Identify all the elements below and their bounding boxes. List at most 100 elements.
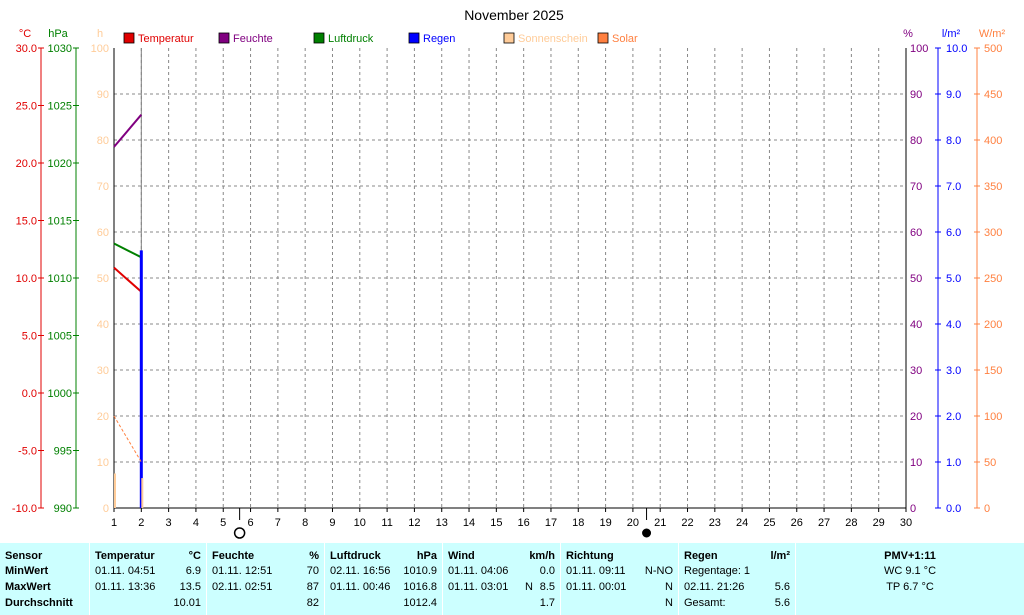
pressure-tick-label: 1020 <box>48 158 72 170</box>
chart-title: November 2025 <box>464 7 564 23</box>
x-tick-label: 22 <box>681 517 693 529</box>
col-regen: Regen l/m² Regentage: 1 02.11. 21:26 5.6 G… <box>678 543 795 615</box>
temperatur-min-time: 01.11. 04:51 <box>95 565 156 577</box>
temperatur-min-value: 6.9 <box>185 565 201 577</box>
solar-tick-label: 150 <box>984 365 1002 377</box>
rain-tick-label: 4.0 <box>946 319 961 331</box>
pressure-tick-label: 1005 <box>48 331 72 343</box>
regen-regentage: Regentage: 1 <box>684 565 751 577</box>
pmv-windchill: WC 9.1 °C <box>883 565 937 577</box>
col-luftdruck: Luftdruck hPa 02.11. 16:56 1010.9 01.11. 0… <box>324 543 442 615</box>
feuchte-max-time: 02.11. 02:51 <box>212 581 273 593</box>
solar-tick-label: 100 <box>984 411 1002 423</box>
solar-tick-label: 50 <box>984 457 996 469</box>
wind-min-value: 0.0 <box>539 565 555 577</box>
x-tick-label: 21 <box>654 517 666 529</box>
richtung-header: Richtung <box>566 550 614 562</box>
temperatur-max-value: 13.5 <box>179 581 201 593</box>
x-tick-label: 23 <box>709 517 721 529</box>
col-wind: Wind km/h 01.11. 04:06 0.0 01.11. 03:01 N 8.… <box>442 543 560 615</box>
regen-header: Regen <box>684 550 718 562</box>
sun-tick-label: 90 <box>97 89 109 101</box>
legend-swatch <box>503 32 515 44</box>
solar-tick-label: 200 <box>984 319 1002 331</box>
luftdruck-header: Luftdruck <box>330 550 381 562</box>
wind-max-direction: N <box>525 581 533 593</box>
temperatur-unit: °C <box>188 550 201 562</box>
series-temp-line <box>113 266 142 293</box>
wind-avg: 1.7 <box>539 597 555 609</box>
luftdruck-min-time: 02.11. 16:56 <box>330 565 391 577</box>
solar-unit-label: W/m² <box>979 28 1006 40</box>
x-tick-label: 25 <box>763 517 775 529</box>
regen-max-time: 02.11. 21:26 <box>684 581 745 593</box>
x-tick-label: 5 <box>220 517 226 529</box>
richtung-max-time: 01.11. 00:01 <box>566 581 627 593</box>
temp-tick-label: 30.0 <box>16 43 37 55</box>
humidity-tick-label: 100 <box>910 43 928 55</box>
col-temperatur: Temperatur °C 01.11. 04:51 6.9 01.11. 13:3… <box>89 543 206 615</box>
x-tick-label: 15 <box>490 517 502 529</box>
x-tick-label: 17 <box>545 517 557 529</box>
legend-swatch <box>313 32 325 44</box>
pressure-tick-label: 995 <box>54 446 72 458</box>
sun-unit-label: h <box>97 28 103 40</box>
x-tick-label: 28 <box>845 517 857 529</box>
rain-tick-label: 2.0 <box>946 411 961 423</box>
legend-label: Temperatur <box>138 33 194 45</box>
solar-tick-label: 0 <box>984 503 990 515</box>
sunshine-bar <box>141 478 144 508</box>
col-richtung: Richtung 01.11. 09:11 N-NO 01.11. 00:01 N … <box>560 543 678 615</box>
x-tick-label: 20 <box>627 517 639 529</box>
sun-tick-label: 80 <box>97 135 109 147</box>
solar-tick-label: 300 <box>984 227 1002 239</box>
x-tick-label: 27 <box>818 517 830 529</box>
richtung-max-value: N <box>665 581 673 593</box>
x-tick-label: 1 <box>111 517 117 529</box>
pressure-tick-label: 1030 <box>48 43 72 55</box>
sun-tick-label: 40 <box>97 319 109 331</box>
x-tick-label: 3 <box>166 517 172 529</box>
series-solar-line <box>113 415 142 463</box>
sun-tick-label: 50 <box>97 273 109 285</box>
luftdruck-max-value: 1016.8 <box>403 581 437 593</box>
temp-tick-label: 20.0 <box>16 158 37 170</box>
pressure-tick-label: 990 <box>54 503 72 515</box>
rain-tick-label: 10.0 <box>946 43 967 55</box>
rain-tick-label: 3.0 <box>946 365 961 377</box>
temperatur-max-time: 01.11. 13:36 <box>95 581 156 593</box>
temp-unit-label: °C <box>19 28 31 40</box>
x-tick-label: 16 <box>518 517 530 529</box>
temp-tick-label: 10.0 <box>16 273 37 285</box>
feuchte-unit: % <box>309 550 319 562</box>
row-label-max: MaxWert <box>5 581 51 593</box>
temp-tick-label: 5.0 <box>22 331 37 343</box>
temperatur-header: Temperatur <box>95 550 155 562</box>
feuchte-min-value: 70 <box>306 565 319 577</box>
temperatur-avg: 10.01 <box>173 597 201 609</box>
feuchte-header: Feuchte <box>212 550 255 562</box>
x-tick-label: 9 <box>329 517 335 529</box>
legend-swatch <box>597 32 609 44</box>
x-tick-label: 6 <box>247 517 253 529</box>
rain-tick-label: 5.0 <box>946 273 961 285</box>
humidity-tick-label: 50 <box>910 273 922 285</box>
pressure-tick-label: 1015 <box>48 216 72 228</box>
pressure-tick-label: 1025 <box>48 101 72 113</box>
temp-tick-label: 25.0 <box>16 101 37 113</box>
richtung-min-value: N-NO <box>644 565 673 577</box>
legend-swatch <box>123 32 135 44</box>
rain-tick-label: 9.0 <box>946 89 961 101</box>
col-feuchte: Feuchte% 01.11. 12:51 70 02.11. 02:51 87 8… <box>206 543 324 615</box>
legend-label: Sonnenschein <box>518 33 588 45</box>
pmv-header: PMV+1:11 <box>884 550 936 562</box>
statistics-table: Sensor MinWert MaxWert Durchschnitt Temp… <box>0 543 1024 615</box>
humidity-tick-label: 30 <box>910 365 922 377</box>
legend-swatch <box>218 32 230 44</box>
feuchte-avg: 82 <box>306 597 319 609</box>
wind-min-time: 01.11. 04:06 <box>448 565 509 577</box>
col-pmv: PMV+1:11 WC 9.1 °C TP 6.7 °C <box>795 543 1024 615</box>
x-tick-label: 14 <box>463 517 475 529</box>
humidity-tick-label: 0 <box>910 503 916 515</box>
humidity-tick-label: 80 <box>910 135 922 147</box>
